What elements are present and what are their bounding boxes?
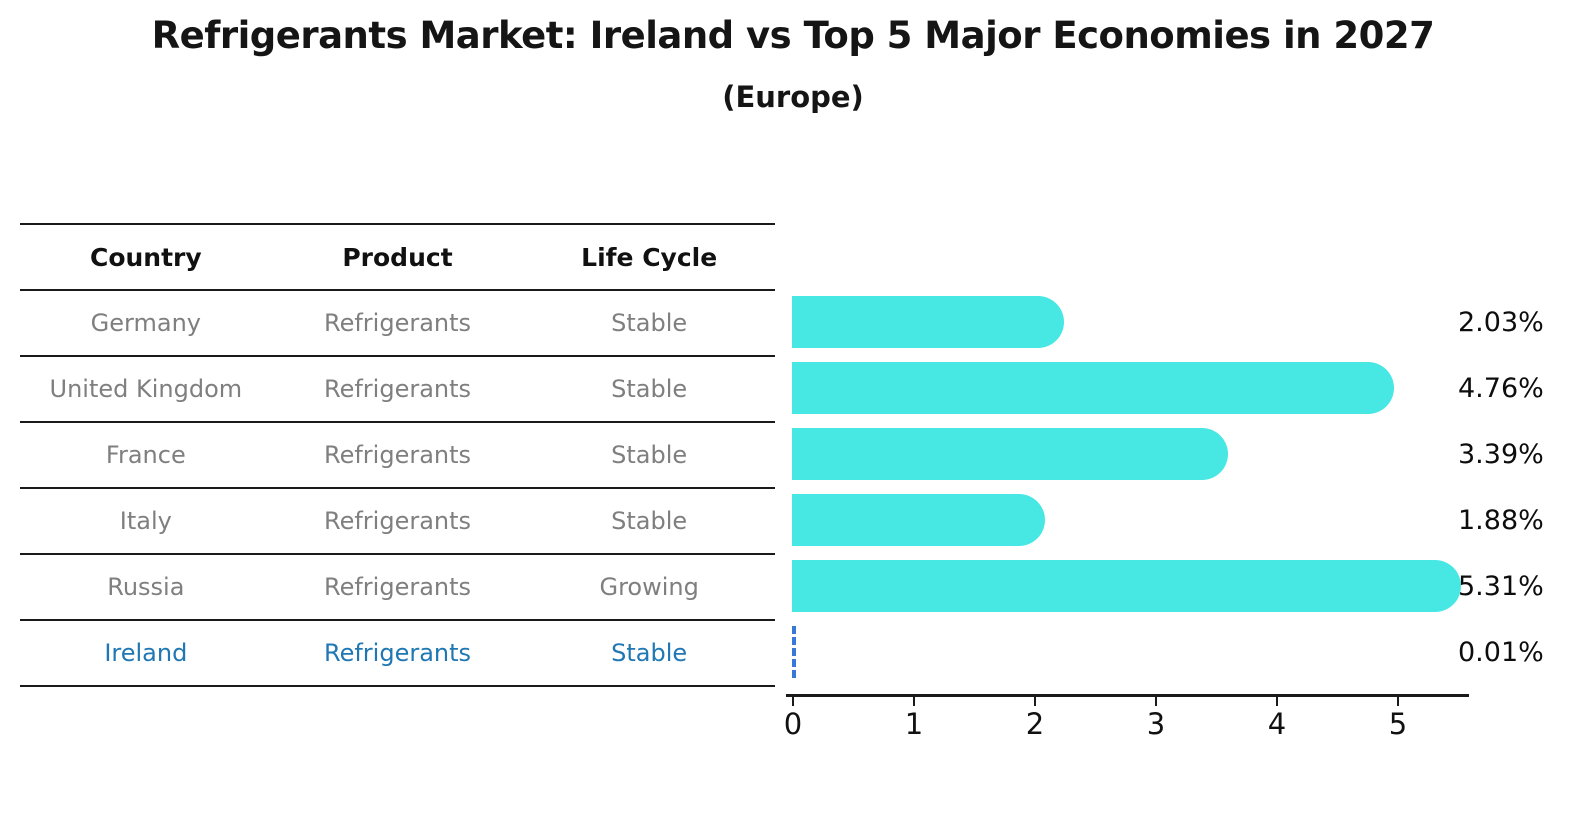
x-axis-tick-label: 3 (1146, 707, 1166, 741)
table-row-russia: Russia Refrigerants Growing (20, 553, 775, 619)
product-cell: Refrigerants (323, 375, 472, 403)
life-cycle-cell: Stable (611, 507, 688, 535)
bar-russia (792, 560, 1461, 612)
x-axis-tick-label: 0 (783, 707, 803, 741)
bar-chart (792, 289, 1472, 685)
bar-germany (792, 296, 1064, 348)
value-label: 3.39% (1458, 438, 1544, 470)
country-cell: Italy (119, 507, 172, 535)
table-row-ireland: Ireland Refrigerants Stable (20, 619, 775, 685)
bar-row (792, 289, 1472, 355)
bar-row (792, 553, 1472, 619)
value-label: 1.88% (1458, 504, 1544, 536)
bar-row (792, 487, 1472, 553)
comparison-table: Country Product Life Cycle Germany Refri… (20, 223, 775, 687)
x-axis-tick-label: 4 (1267, 707, 1287, 741)
x-axis-tick (1276, 697, 1278, 706)
product-cell: Refrigerants (323, 309, 472, 337)
x-axis-tick-label: 2 (1025, 707, 1045, 741)
life-cycle-cell: Stable (611, 639, 688, 667)
value-labels: 2.03% 4.76% 3.39% 1.88% 5.31% 0.01% (1458, 289, 1578, 685)
bar-ireland-dashed (792, 626, 796, 678)
country-cell: Russia (107, 573, 185, 601)
table-row-france: France Refrigerants Stable (20, 421, 775, 487)
chart-title: Refrigerants Market: Ireland vs Top 5 Ma… (151, 14, 1435, 57)
table-header-row: Country Product Life Cycle (20, 223, 775, 289)
country-cell: Germany (90, 309, 201, 337)
life-cycle-cell: Stable (611, 375, 688, 403)
chart-subtitle: (Europe) (722, 80, 864, 114)
table-row-germany: Germany Refrigerants Stable (20, 289, 775, 355)
life-cycle-cell: Stable (611, 309, 688, 337)
product-cell: Refrigerants (323, 639, 472, 667)
value-label: 4.76% (1458, 372, 1544, 404)
value-label: 0.01% (1458, 636, 1544, 668)
bar-row (792, 355, 1472, 421)
product-cell: Refrigerants (323, 573, 472, 601)
life-cycle-cell: Stable (611, 441, 688, 469)
table-row-italy: Italy Refrigerants Stable (20, 487, 775, 553)
header-product: Product (342, 242, 453, 272)
x-axis-tick-label: 1 (904, 707, 924, 741)
header-country: Country (89, 242, 202, 272)
header-life-cycle: Life Cycle (581, 242, 718, 272)
x-axis-tick (1155, 697, 1157, 706)
bar-row (792, 421, 1472, 487)
table-row-united-kingdom: United Kingdom Refrigerants Stable (20, 355, 775, 421)
bar-row (792, 619, 1472, 685)
x-axis-line (786, 694, 1469, 697)
value-label: 2.03% (1458, 306, 1544, 338)
product-cell: Refrigerants (323, 441, 472, 469)
country-cell: Ireland (104, 639, 188, 667)
bar-united-kingdom (792, 362, 1394, 414)
bar-italy (792, 494, 1046, 546)
bar-france (792, 428, 1229, 480)
life-cycle-cell: Growing (599, 573, 699, 601)
country-cell: France (105, 441, 186, 469)
x-axis-tick (1397, 697, 1399, 706)
product-cell: Refrigerants (323, 507, 472, 535)
x-axis-tick (792, 697, 794, 706)
x-axis-tick-label: 5 (1388, 707, 1408, 741)
x-axis-tick (913, 697, 915, 706)
country-cell: United Kingdom (49, 375, 243, 403)
x-axis-tick (1034, 697, 1036, 706)
value-label: 5.31% (1458, 570, 1544, 602)
